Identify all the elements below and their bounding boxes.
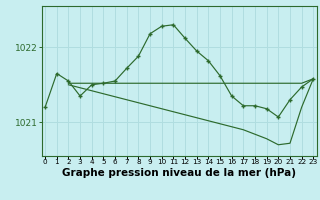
X-axis label: Graphe pression niveau de la mer (hPa): Graphe pression niveau de la mer (hPa) [62, 168, 296, 178]
